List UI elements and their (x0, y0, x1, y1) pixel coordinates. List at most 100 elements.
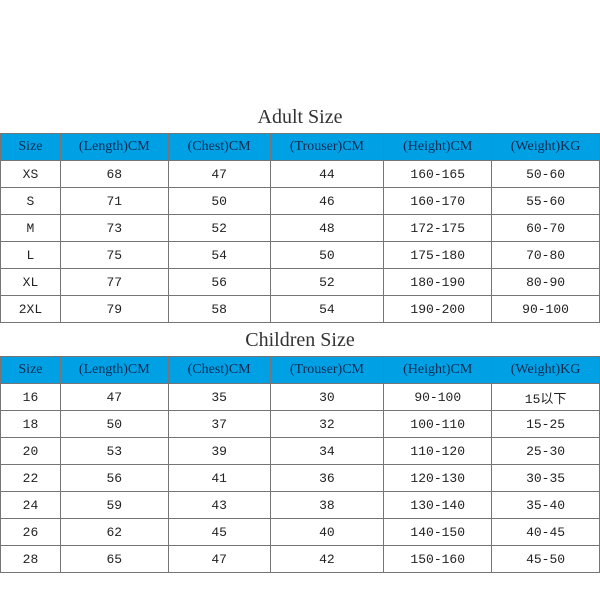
cell: 54 (270, 296, 384, 323)
cell: 18 (1, 411, 61, 438)
cell: 52 (270, 269, 384, 296)
cell: 160-170 (384, 188, 492, 215)
cell: 38 (270, 492, 384, 519)
cell: 34 (270, 438, 384, 465)
cell: 55-60 (492, 188, 600, 215)
cell: 70-80 (492, 242, 600, 269)
children-size-table: Size (Length)CM (Chest)CM (Trouser)CM (H… (0, 356, 600, 573)
cell: 56 (168, 269, 270, 296)
cell: 35-40 (492, 492, 600, 519)
col-length: (Length)CM (60, 134, 168, 161)
col-height: (Height)CM (384, 134, 492, 161)
cell: 28 (1, 546, 61, 573)
table-row: 18503732100-11015-25 (1, 411, 600, 438)
cell: 20 (1, 438, 61, 465)
cell: 80-90 (492, 269, 600, 296)
cell: 100-110 (384, 411, 492, 438)
table-row: 28654742150-16045-50 (1, 546, 600, 573)
cell: 52 (168, 215, 270, 242)
cell: 62 (60, 519, 168, 546)
table-row: XS684744160-16550-60 (1, 161, 600, 188)
cell: 90-100 (492, 296, 600, 323)
cell: 40 (270, 519, 384, 546)
cell: 68 (60, 161, 168, 188)
col-weight: (Weight)KG (492, 134, 600, 161)
cell: 65 (60, 546, 168, 573)
table-row: 20533934110-12025-30 (1, 438, 600, 465)
cell: 59 (60, 492, 168, 519)
size-chart: Adult Size Size (Length)CM (Chest)CM (Tr… (0, 0, 600, 600)
col-height: (Height)CM (384, 357, 492, 384)
col-trouser: (Trouser)CM (270, 134, 384, 161)
cell: 35 (168, 384, 270, 411)
cell: 30-35 (492, 465, 600, 492)
cell: 54 (168, 242, 270, 269)
table-row: 22564136120-13030-35 (1, 465, 600, 492)
cell: 16 (1, 384, 61, 411)
cell: 43 (168, 492, 270, 519)
cell: 77 (60, 269, 168, 296)
cell: 50 (60, 411, 168, 438)
table-row: 26624540140-15040-45 (1, 519, 600, 546)
col-size: Size (1, 357, 61, 384)
cell: 60-70 (492, 215, 600, 242)
cell: 50 (168, 188, 270, 215)
cell: 190-200 (384, 296, 492, 323)
cell: 42 (270, 546, 384, 573)
cell: 2XL (1, 296, 61, 323)
cell: 15以下 (492, 384, 600, 411)
adult-title: Adult Size (0, 100, 600, 133)
cell: 24 (1, 492, 61, 519)
cell: 71 (60, 188, 168, 215)
cell: 47 (168, 546, 270, 573)
cell: 53 (60, 438, 168, 465)
cell: 110-120 (384, 438, 492, 465)
cell: 32 (270, 411, 384, 438)
cell: 50 (270, 242, 384, 269)
cell: 75 (60, 242, 168, 269)
col-length: (Length)CM (60, 357, 168, 384)
cell: 172-175 (384, 215, 492, 242)
adult-body: XS684744160-16550-60S715046160-17055-60M… (1, 161, 600, 323)
table-row: 1647353090-10015以下 (1, 384, 600, 411)
table-header-row: Size (Length)CM (Chest)CM (Trouser)CM (H… (1, 357, 600, 384)
cell: S (1, 188, 61, 215)
cell: 56 (60, 465, 168, 492)
cell: 26 (1, 519, 61, 546)
cell: XS (1, 161, 61, 188)
col-size: Size (1, 134, 61, 161)
cell: 160-165 (384, 161, 492, 188)
cell: 150-160 (384, 546, 492, 573)
cell: 47 (60, 384, 168, 411)
cell: 90-100 (384, 384, 492, 411)
cell: 45-50 (492, 546, 600, 573)
cell: 37 (168, 411, 270, 438)
cell: 25-30 (492, 438, 600, 465)
cell: 180-190 (384, 269, 492, 296)
table-row: S715046160-17055-60 (1, 188, 600, 215)
cell: 120-130 (384, 465, 492, 492)
cell: 73 (60, 215, 168, 242)
cell: 30 (270, 384, 384, 411)
table-row: XL775652180-19080-90 (1, 269, 600, 296)
cell: L (1, 242, 61, 269)
cell: 22 (1, 465, 61, 492)
cell: 15-25 (492, 411, 600, 438)
cell: 40-45 (492, 519, 600, 546)
children-body: 1647353090-10015以下18503732100-11015-2520… (1, 384, 600, 573)
cell: 130-140 (384, 492, 492, 519)
table-row: 2XL795854190-20090-100 (1, 296, 600, 323)
cell: 46 (270, 188, 384, 215)
cell: M (1, 215, 61, 242)
cell: 47 (168, 161, 270, 188)
cell: 175-180 (384, 242, 492, 269)
cell: 44 (270, 161, 384, 188)
col-chest: (Chest)CM (168, 357, 270, 384)
cell: 41 (168, 465, 270, 492)
children-title: Children Size (0, 323, 600, 356)
cell: 45 (168, 519, 270, 546)
table-row: L755450175-18070-80 (1, 242, 600, 269)
cell: 39 (168, 438, 270, 465)
cell: 58 (168, 296, 270, 323)
cell: 79 (60, 296, 168, 323)
